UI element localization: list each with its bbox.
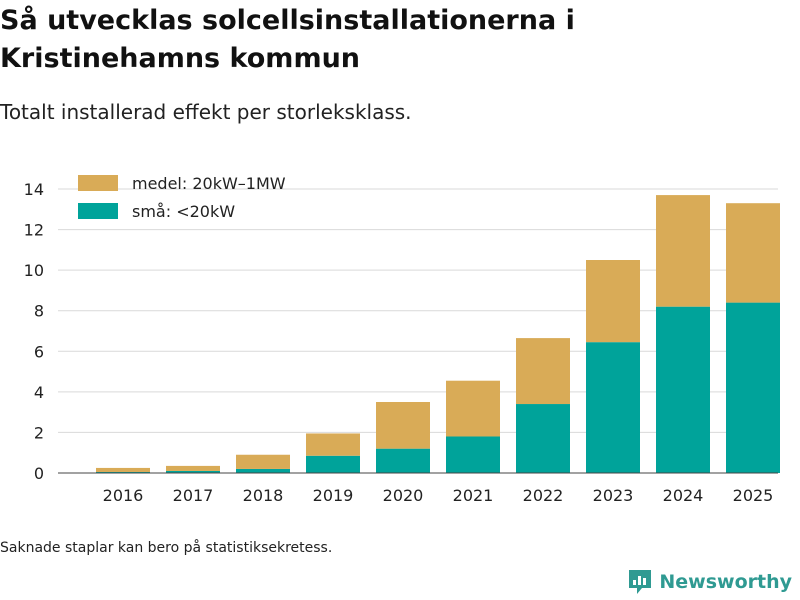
chart-title: Så utvecklas solcellsinstallationerna i … <box>0 5 575 74</box>
legend-swatch <box>78 203 118 219</box>
brand-name: Newsworthy <box>659 571 792 593</box>
bar-medium-segment <box>726 203 780 303</box>
bar-medium-segment <box>516 338 570 405</box>
x-tick-label: 2025 <box>733 486 774 505</box>
gridlines <box>58 188 778 433</box>
bar-small-segment <box>586 342 640 473</box>
newsworthy-logo-icon <box>629 570 652 594</box>
y-tick-label: 2 <box>34 423 44 442</box>
y-tick-label: 8 <box>34 302 44 321</box>
bar-medium-segment <box>96 467 150 472</box>
bar-small-segment <box>306 455 360 473</box>
bar-medium-segment <box>656 195 710 307</box>
x-tick-label: 2022 <box>523 486 564 505</box>
bar-small-segment <box>376 448 430 473</box>
x-tick-label: 2018 <box>243 486 284 505</box>
x-tick-label: 2016 <box>103 486 144 505</box>
legend: medel: 20kW–1MW små: <20kW <box>78 174 286 221</box>
newsworthy-logo: Newsworthy <box>627 568 792 596</box>
legend-swatch <box>78 175 118 191</box>
bar-medium-segment <box>446 380 500 437</box>
x-tick-label: 2020 <box>383 486 424 505</box>
legend-label: medel: 20kW–1MW <box>132 174 286 193</box>
bar-small-segment <box>236 468 290 473</box>
bar-medium-segment <box>376 402 430 449</box>
bars <box>96 195 780 473</box>
x-tick-label: 2017 <box>173 486 214 505</box>
y-axis-ticks: 0 2 4 6 8 10 12 14 <box>24 180 44 483</box>
bar-small-segment <box>656 306 710 473</box>
bar-small-segment <box>446 436 500 473</box>
footnote: Saknade staplar kan bero på statistiksek… <box>0 540 333 556</box>
y-tick-label: 4 <box>34 383 44 402</box>
x-tick-label: 2019 <box>313 486 354 505</box>
x-tick-label: 2021 <box>453 486 494 505</box>
y-tick-label: 12 <box>24 221 44 240</box>
x-tick-label: 2023 <box>593 486 634 505</box>
bar-medium-segment <box>236 454 290 469</box>
bar-small-segment <box>166 470 220 473</box>
bar-small-segment <box>516 404 570 473</box>
y-tick-label: 10 <box>24 261 44 280</box>
bar-medium-segment <box>166 465 220 471</box>
bar-small-segment <box>96 471 150 473</box>
bar-medium-segment <box>306 433 360 456</box>
x-tick-label: 2024 <box>663 486 704 505</box>
x-axis-ticks: 2016 2017 2018 2019 2020 2021 2022 2023 2024 2025 <box>103 486 774 505</box>
y-tick-label: 0 <box>34 464 44 483</box>
y-tick-label: 6 <box>34 342 44 361</box>
chart-subtitle: Totalt installerad effekt per storlekskl… <box>0 100 412 124</box>
stacked-bar-chart: 0 2 4 6 8 10 12 14 2016 2017 2018 2019 2020 2021 2022… <box>24 174 780 505</box>
y-tick-label: 14 <box>24 180 44 199</box>
bar-small-segment <box>726 302 780 473</box>
bar-medium-segment <box>586 260 640 343</box>
legend-label: små: <20kW <box>132 202 235 221</box>
